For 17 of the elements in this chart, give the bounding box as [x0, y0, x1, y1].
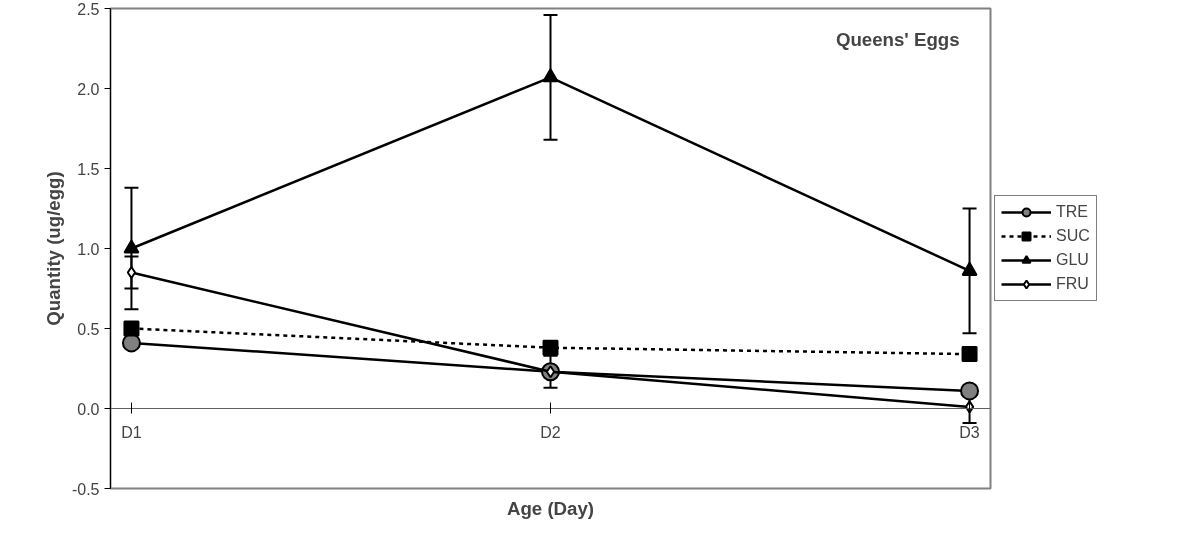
y-tick-label: 1.5 [77, 160, 100, 178]
x-tick-label: D1 [121, 423, 142, 441]
y-axis-title: Quantity (ug/egg) [42, 171, 64, 326]
y-tick-label: 0.0 [77, 400, 100, 418]
x-tick-label: D3 [959, 423, 980, 441]
y-tick-label: -0.5 [71, 480, 100, 498]
legend-label: FRU [1056, 275, 1089, 293]
legend-label: SUC [1056, 227, 1090, 245]
legend-label: GLU [1056, 251, 1089, 269]
legend-label: TRE [1056, 203, 1088, 221]
y-tick-label: 2.0 [77, 80, 100, 98]
x-axis-title: Age (Day) [506, 497, 595, 519]
y-tick-label: 0.5 [77, 320, 100, 338]
y-tick-label: 2.5 [77, 0, 100, 18]
x-tick-label: D2 [540, 423, 561, 441]
y-tick-label: 1.0 [77, 240, 100, 258]
text: Queens' Eggs [835, 28, 960, 50]
